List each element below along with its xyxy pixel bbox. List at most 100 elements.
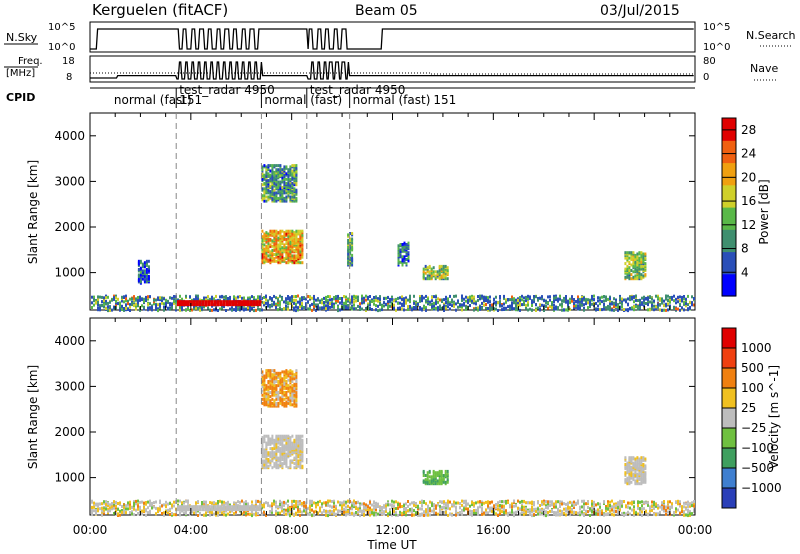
range-gate-cell — [267, 242, 270, 246]
range-gate-cell — [640, 264, 643, 268]
range-gate-cell — [293, 506, 295, 510]
range-gate-cell — [657, 506, 659, 510]
range-gate-cell — [323, 296, 325, 300]
range-gate-cell — [291, 181, 294, 185]
range-gate-cell — [335, 296, 337, 300]
range-gate-cell — [269, 173, 272, 177]
range-gate-cell — [277, 445, 280, 449]
range-gate-cell — [287, 466, 290, 470]
range-gate-cell — [267, 501, 269, 505]
range-gate-cell — [643, 298, 645, 302]
range-gate-cell — [317, 500, 319, 504]
range-gate-cell — [495, 300, 497, 304]
range-gate-cell — [209, 501, 211, 505]
range-gate-cell — [287, 511, 289, 515]
range-gate-cell — [679, 500, 681, 504]
range-gate-cell — [269, 250, 272, 254]
range-gate-cell — [317, 503, 319, 507]
range-gate-cell — [640, 260, 643, 264]
range-gate-cell — [149, 302, 151, 306]
range-gate-cell — [287, 168, 290, 172]
range-gate-cell — [417, 507, 419, 511]
range-gate-cell — [141, 269, 144, 273]
range-gate-cell — [141, 512, 143, 516]
range-gate-cell — [655, 513, 657, 517]
range-gate-cell — [271, 168, 274, 172]
range-gate-cell — [529, 295, 531, 299]
range-gate-cell — [425, 508, 427, 512]
range-gate-cell — [143, 507, 145, 511]
range-gate-cell — [273, 403, 276, 407]
range-gate-cell — [273, 191, 276, 195]
range-gate-cell — [399, 306, 401, 310]
range-gate-cell — [613, 301, 615, 305]
range-gate-cell — [137, 499, 139, 503]
range-gate-cell — [355, 307, 357, 311]
range-gate-cell — [593, 298, 595, 302]
range-gate-cell — [107, 504, 109, 508]
range-gate-cell — [353, 307, 355, 311]
range-gate-cell — [339, 509, 341, 513]
colorbar-swatch — [722, 251, 736, 275]
range-gate-cell — [617, 501, 619, 505]
range-gate-cell — [403, 248, 406, 252]
range-gate-cell — [305, 297, 307, 301]
colorbar-tick-label: 24 — [741, 147, 756, 161]
range-gate-cell — [103, 508, 105, 512]
range-gate-cell — [129, 305, 131, 309]
range-gate-cell — [263, 399, 266, 403]
range-gate-cell — [455, 509, 457, 513]
range-gate-cell — [281, 188, 284, 192]
range-gate-cell — [481, 503, 483, 507]
range-gate-cell — [261, 244, 264, 248]
range-gate-cell — [573, 510, 575, 514]
range-gate-cell — [469, 509, 471, 513]
range-gate-cell — [105, 296, 107, 300]
range-gate-cell — [281, 452, 284, 456]
range-gate-cell — [575, 305, 577, 309]
range-gate-cell — [399, 502, 401, 506]
range-gate-cell — [638, 251, 641, 255]
range-gate-cell — [647, 298, 649, 302]
range-gate-cell — [439, 306, 441, 310]
range-gate-cell — [477, 308, 479, 312]
range-gate-cell — [434, 274, 437, 278]
range-gate-cell — [619, 298, 621, 302]
nave-tick-low: 0 — [703, 72, 709, 83]
range-gate-cell — [205, 513, 207, 517]
range-gate-cell — [433, 511, 435, 515]
range-gate-cell — [291, 502, 293, 506]
range-gate-cell — [163, 511, 165, 515]
range-gate-cell — [489, 509, 491, 513]
range-gate-cell — [633, 505, 635, 509]
range-gate-cell — [489, 306, 491, 310]
range-gate-cell — [630, 269, 633, 272]
range-gate-cell — [515, 510, 517, 514]
range-gate-cell — [139, 270, 142, 274]
range-gate-cell — [675, 307, 677, 311]
range-gate-cell — [151, 504, 153, 508]
range-gate-cell — [95, 299, 97, 302]
range-gate-cell — [393, 299, 395, 303]
range-gate-cell — [479, 294, 481, 298]
range-gate-cell — [647, 513, 649, 517]
range-gate-cell — [275, 176, 278, 180]
range-gate-cell — [269, 386, 272, 390]
range-gate-cell — [275, 302, 277, 306]
range-gate-cell — [273, 464, 276, 468]
range-gate-cell — [273, 373, 276, 377]
range-gate-cell — [271, 369, 274, 373]
range-gate-cell — [585, 502, 587, 506]
range-gate-cell — [543, 508, 545, 512]
range-gate-cell — [295, 179, 298, 183]
range-gate-cell — [145, 513, 147, 517]
range-gate-cell — [269, 179, 272, 183]
range-gate-cell — [211, 308, 213, 312]
range-gate-cell — [255, 308, 257, 312]
range-gate-cell — [511, 502, 513, 506]
range-gate-cell — [631, 508, 633, 512]
range-gate-cell — [179, 513, 181, 517]
range-gate-cell — [673, 511, 675, 515]
range-gate-cell — [255, 513, 257, 517]
range-gate-cell — [481, 507, 483, 511]
